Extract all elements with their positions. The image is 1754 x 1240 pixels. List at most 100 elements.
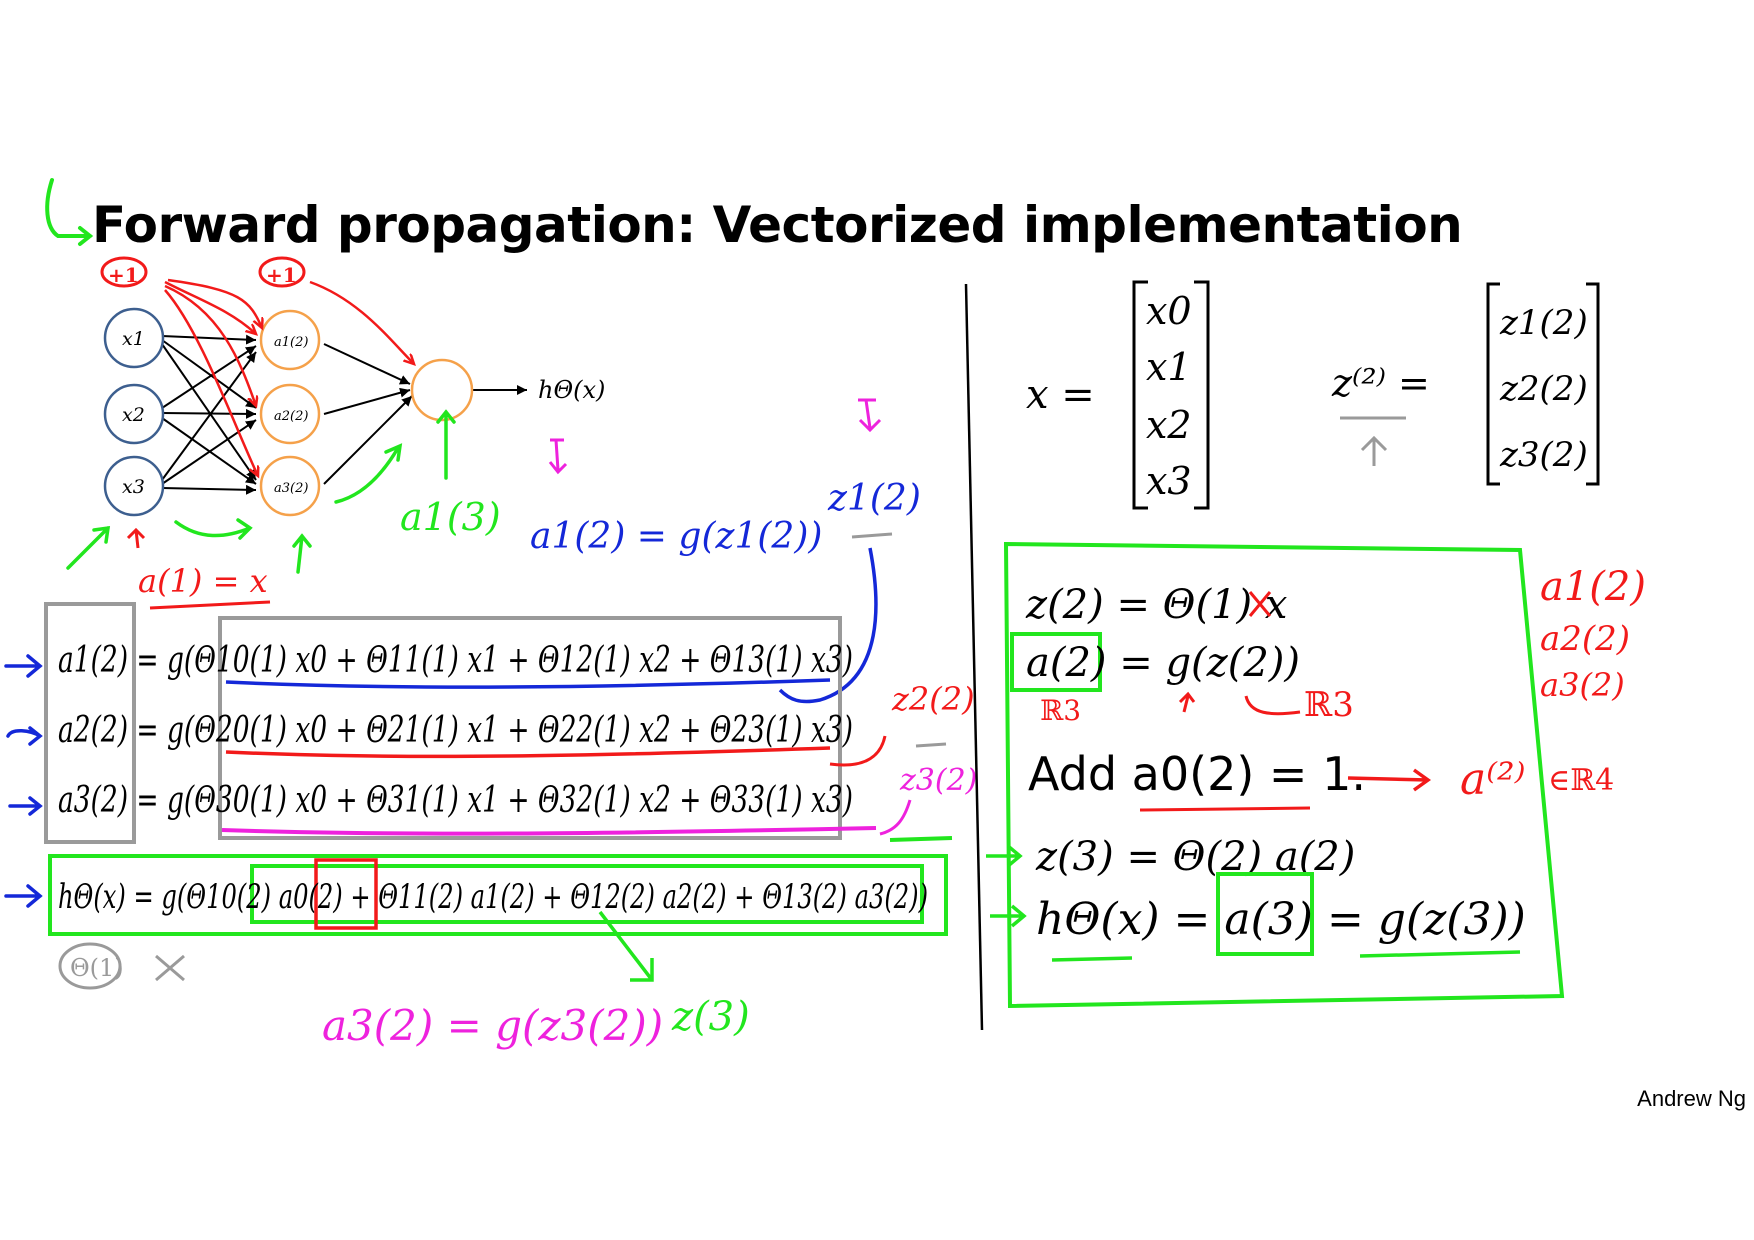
a1-2-annotation: a1(2) = g(z1(2)) bbox=[530, 516, 822, 557]
bias-circle-1 bbox=[100, 256, 148, 288]
right-equations: z(2) = Θ(1) x a(2) = g(z(2)) ℝ3 ℝ3 Add a… bbox=[986, 541, 1614, 1009]
red-small-arrow bbox=[1178, 691, 1196, 713]
side-arrow-4 bbox=[4, 884, 43, 908]
hidden-node-a3 bbox=[259, 455, 321, 517]
z2-right-bracket bbox=[1586, 282, 1600, 486]
z2-vector-0: z1(2) bbox=[1499, 303, 1588, 343]
author-label: Andrew Ng bbox=[1637, 1086, 1746, 1111]
hidden-label-a2: a2(2) bbox=[274, 409, 308, 424]
a1-eq-x-annotation: a(1) = x bbox=[138, 562, 268, 600]
input-label-x1: x1 bbox=[122, 328, 145, 350]
a-list-2: a2(2) bbox=[1540, 619, 1630, 659]
magenta-down-arrow-1 bbox=[548, 438, 568, 475]
equation-a2: a2(2) = g(Θ20(1) x0 + Θ21(1) x1 + Θ22(1)… bbox=[58, 710, 853, 751]
bias-label-1: +1 bbox=[108, 263, 139, 287]
a3-2-annotation: a3(2) = g(z3(2)) bbox=[322, 1001, 663, 1050]
input-label-x3: x3 bbox=[122, 476, 145, 498]
red-up-arrow bbox=[126, 527, 146, 549]
red-long-arrow bbox=[1347, 768, 1432, 792]
side-arrow-2 bbox=[6, 726, 43, 746]
x-vector: x = x0 x1 x2 x3 bbox=[1026, 280, 1210, 510]
r3-annotation-2: ℝ3 bbox=[1304, 685, 1354, 725]
a1-3-annotation: a1(3) bbox=[400, 495, 501, 539]
red-connector bbox=[829, 735, 887, 767]
green-box-h bbox=[48, 854, 948, 936]
green-underline-h bbox=[1051, 956, 1133, 962]
x-vector-0: x0 bbox=[1146, 289, 1192, 333]
equation-z2: z(2) = Θ(1) x bbox=[1025, 582, 1287, 628]
green-side-arrow-1 bbox=[986, 844, 1023, 868]
green-z3-arrow bbox=[598, 910, 654, 982]
z2-vector: z⁽²⁾ = z1(2) z2(2) z3(2) bbox=[1331, 282, 1600, 486]
green-network-arrows bbox=[66, 409, 456, 574]
r3-annotation-1: ℝ3 bbox=[1040, 694, 1081, 727]
input-label-x2: x2 bbox=[122, 404, 145, 426]
red-strike-x bbox=[1248, 591, 1272, 617]
z2-vector-2: z3(2) bbox=[1499, 435, 1588, 475]
gray-box-theta bbox=[218, 616, 842, 840]
bias-arrows bbox=[164, 278, 414, 476]
add-underline bbox=[1139, 806, 1311, 812]
bias-circle-2 bbox=[258, 256, 306, 288]
x-vector-1: x1 bbox=[1146, 345, 1192, 389]
magenta-underline bbox=[221, 826, 877, 836]
z2-left-bracket bbox=[1486, 282, 1500, 486]
green-mark bbox=[889, 836, 953, 842]
a1-underline bbox=[149, 600, 271, 610]
output-node bbox=[410, 358, 474, 422]
equation-h: hΘ(x) = g(Θ10(2) a0(2) + Θ11(2) a1(2) + … bbox=[58, 877, 928, 917]
z2-2-annotation: z2(2) bbox=[891, 680, 975, 718]
r4-annotation: ∈ℝ4 bbox=[1548, 763, 1614, 798]
hidden-node-a2 bbox=[259, 383, 321, 445]
input-node-x3 bbox=[103, 455, 165, 517]
equation-add-bias: Add a0(2) = 1. bbox=[1028, 747, 1366, 801]
a-list-3: a3(2) bbox=[1540, 666, 1625, 704]
gray-x-mark bbox=[155, 954, 185, 982]
blue-connector bbox=[778, 547, 878, 704]
hidden-node-a1 bbox=[259, 309, 321, 371]
input-node-x2 bbox=[103, 383, 165, 445]
red-hook bbox=[1244, 695, 1301, 716]
equation-h-final: hΘ(x) = a(3) = g(z(3)) bbox=[1036, 894, 1526, 945]
red-box-a0 bbox=[314, 858, 378, 930]
a-list-1: a1(2) bbox=[1540, 564, 1646, 610]
left-equations: a1(2) = g(Θ10(1) x0 + Θ11(1) x1 + Θ12(1)… bbox=[4, 602, 953, 936]
green-underline-g bbox=[1359, 950, 1521, 958]
green-box-a2 bbox=[1010, 632, 1102, 692]
z2-vector-lhs: z⁽²⁾ = bbox=[1331, 361, 1430, 405]
green-side-arrow-2 bbox=[990, 904, 1027, 928]
input-node-x1 bbox=[103, 307, 165, 369]
gray-box-a bbox=[44, 602, 136, 844]
magenta-connector bbox=[879, 799, 912, 836]
z1-underline bbox=[851, 532, 893, 539]
z2-underline bbox=[915, 742, 947, 748]
equation-a2-vec: a(2) = g(z(2)) bbox=[1026, 640, 1300, 686]
a2-red-label: a⁽²⁾ bbox=[1460, 754, 1525, 805]
x-right-bracket bbox=[1194, 280, 1210, 510]
z2-vector-1: z2(2) bbox=[1499, 369, 1588, 409]
z3-annotation: z(3) bbox=[671, 994, 750, 1040]
neural-network-diagram: x1 x2 x3 a1(2) a2(2) a3(2) hΘ(x) +1 +1 bbox=[66, 256, 605, 574]
z2-gray-arrow bbox=[1360, 435, 1388, 466]
bias-label-2: +1 bbox=[266, 263, 297, 287]
side-arrow-3 bbox=[8, 796, 43, 816]
x-vector-2: x2 bbox=[1146, 403, 1192, 447]
z1-2-annotation: z1(2) bbox=[827, 478, 921, 519]
x-left-bracket bbox=[1132, 280, 1148, 510]
x-vector-3: x3 bbox=[1146, 459, 1192, 503]
green-equation-box bbox=[1003, 541, 1565, 1009]
magenta-down-arrow-2 bbox=[858, 398, 882, 433]
hidden-label-a3: a3(2) bbox=[274, 481, 308, 496]
equation-a1: a1(2) = g(Θ10(1) x0 + Θ11(1) x1 + Θ12(1)… bbox=[58, 640, 853, 681]
slide-title: Forward propagation: Vectorized implemen… bbox=[92, 196, 1463, 254]
green-box-theta2 bbox=[250, 864, 924, 924]
output-label: hΘ(x) bbox=[538, 376, 605, 404]
gray-theta-circle bbox=[58, 942, 122, 990]
title-hook-arrow bbox=[45, 178, 94, 246]
blue-underline bbox=[225, 678, 831, 689]
equation-a3: a3(2) = g(Θ30(1) x0 + Θ31(1) x1 + Θ32(1)… bbox=[58, 780, 853, 821]
x-vector-lhs: x = bbox=[1026, 372, 1095, 418]
z3-2-annotation: z3(2) bbox=[899, 763, 977, 798]
